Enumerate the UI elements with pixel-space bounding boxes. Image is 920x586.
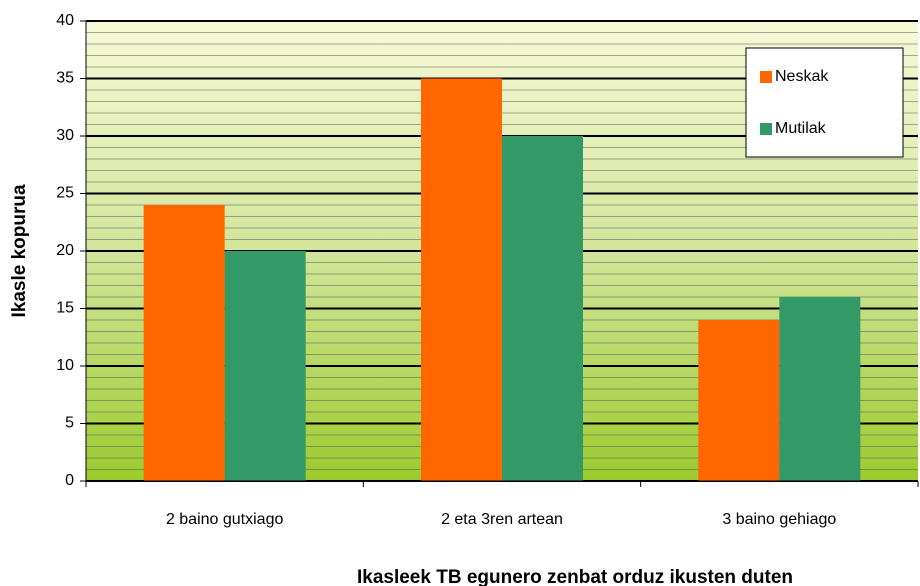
y-tick-label: 15 (56, 300, 74, 317)
legend-swatch (760, 123, 772, 135)
legend-swatch (760, 71, 772, 83)
y-tick-label: 40 (56, 12, 74, 29)
bar (502, 136, 583, 481)
bar (698, 320, 780, 481)
bar (224, 251, 306, 481)
bar (421, 78, 502, 481)
x-tick-label: 3 baino gehiago (722, 511, 836, 528)
x-tick-label: 2 eta 3ren artean (441, 511, 563, 528)
y-axis-title: Ikasle kopurua (9, 184, 30, 317)
x-tick-label: 2 baino gutxiago (166, 511, 284, 528)
y-tick-label: 25 (56, 185, 74, 202)
y-tick-label: 35 (56, 70, 74, 87)
bar (143, 205, 225, 481)
legend: Neskak Mutilak (745, 47, 904, 158)
y-tick-label: 10 (56, 357, 74, 374)
bar (779, 297, 861, 481)
legend-label: Mutilak (775, 120, 827, 137)
x-axis-title: Ikasleek TB egunero zenbat orduz ikusten… (357, 567, 793, 586)
y-tick-label: 20 (56, 242, 74, 259)
y-tick-label: 30 (56, 127, 74, 144)
y-tick-label: 5 (65, 415, 74, 432)
y-tick-label: 0 (65, 472, 74, 489)
legend-box (745, 47, 904, 158)
legend-label: Neskak (775, 68, 829, 85)
